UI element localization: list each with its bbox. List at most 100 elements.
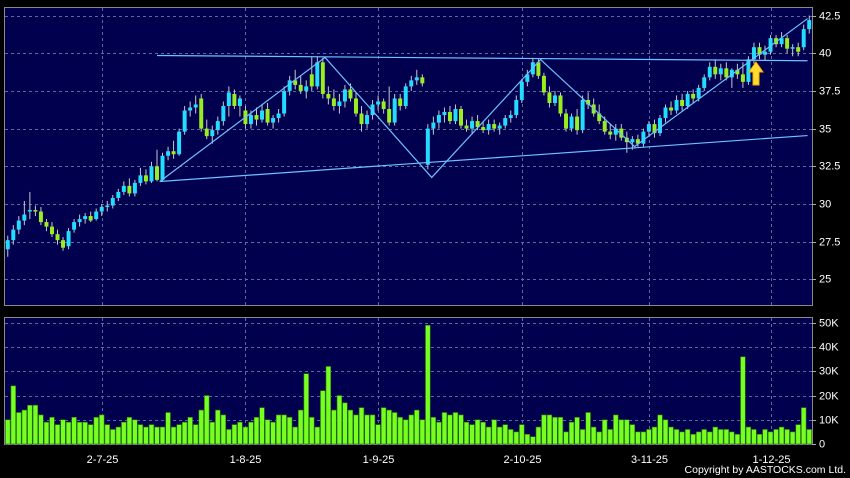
candle-body (403, 86, 408, 106)
candle-body (182, 110, 187, 132)
volume-bar (121, 421, 127, 445)
candle-body (353, 98, 358, 114)
volume-bar (673, 429, 680, 445)
candle-body (105, 205, 110, 208)
volume-bar (298, 409, 304, 445)
volume-bar (408, 414, 414, 445)
volume-bar (198, 409, 204, 445)
candle-body (414, 77, 419, 81)
candle-body (38, 211, 43, 223)
candle-body (155, 166, 159, 180)
volume-bar (76, 421, 83, 445)
candle-body (425, 128, 430, 165)
candle-body (558, 95, 563, 114)
volume-bar (640, 431, 647, 445)
candle-body (602, 121, 607, 132)
candle-body (801, 29, 806, 48)
candle-body (735, 69, 740, 75)
volume-bar (530, 436, 536, 445)
volume-bar (662, 419, 669, 445)
label-layer: 2-7-25 1-8-25 1-9-25 2-10-25 3-11-25 1-12-25 2… (87, 10, 841, 466)
copyright: Copyright by AASTOCKS.com Ltd. (685, 464, 846, 476)
candle-body (248, 115, 253, 125)
candle-body (392, 98, 397, 123)
volume-bar (646, 429, 652, 445)
candle-body (464, 125, 469, 129)
volume-bar (684, 429, 691, 445)
volume-bar (751, 429, 757, 445)
volume-bar (624, 419, 630, 445)
candle-body (497, 125, 502, 129)
volume-bar (441, 412, 448, 445)
candle-body (5, 240, 10, 250)
volume-bar (5, 419, 11, 445)
volume-tick-label: 10K (819, 414, 839, 426)
candle-body (370, 104, 375, 116)
volume-bar (513, 431, 519, 445)
candle-body (680, 99, 685, 106)
volume-bar (16, 412, 22, 445)
volume-bar (253, 417, 260, 445)
candle-body (293, 80, 298, 85)
candle-body (387, 109, 392, 123)
candle-body (160, 155, 165, 180)
volume-bar (193, 424, 199, 445)
candle-body (33, 210, 38, 212)
candle-body (204, 128, 209, 137)
volume-bar (651, 426, 658, 445)
volume-bar (740, 356, 746, 445)
volume-bar (54, 424, 61, 445)
candle-body (486, 124, 491, 131)
volume-bar (99, 414, 105, 445)
volume-bar (132, 419, 138, 445)
volume-bar (65, 421, 72, 445)
y-tick-label: 35 (819, 123, 831, 135)
candle-body (669, 107, 674, 111)
volume-bar (602, 419, 608, 445)
candle-body (365, 115, 370, 125)
volume-bar (729, 431, 735, 445)
volume-bar (568, 421, 575, 445)
candle-body (61, 240, 66, 248)
volume-bar (27, 404, 33, 445)
candle-body (696, 87, 701, 99)
candle-body (652, 124, 657, 134)
volume-bar (552, 417, 558, 445)
volume-bar (778, 426, 785, 445)
candle-body (166, 151, 171, 156)
candle-body (221, 105, 226, 122)
x-tick-label: 2-7-25 (87, 454, 119, 466)
candle-body (237, 98, 242, 106)
volume-bar (762, 429, 768, 445)
candle-body (707, 66, 712, 78)
volume-bar (696, 431, 702, 445)
candle-body (22, 214, 27, 221)
volume-bar (463, 421, 470, 445)
candle-body (271, 118, 276, 123)
volume-bar (275, 414, 282, 445)
candle-body (724, 68, 729, 78)
volume-bar (248, 421, 254, 445)
volume-bar (181, 421, 188, 445)
volume-bar (668, 426, 674, 445)
candle-body (492, 124, 497, 129)
volume-bar (220, 414, 226, 445)
volume-bar (480, 421, 486, 445)
volume-layer (5, 324, 812, 445)
volume-bar (242, 426, 249, 445)
candle-body (193, 104, 198, 108)
volume-bar (579, 429, 586, 445)
volume-bar (375, 424, 381, 445)
candle-body (718, 68, 723, 75)
volume-bar (519, 424, 525, 445)
volume-bar (104, 424, 110, 445)
candle-body (177, 131, 182, 155)
y-tick-label: 42.5 (819, 10, 840, 22)
volume-bar (38, 414, 44, 445)
y-tick-label: 25 (819, 273, 831, 285)
x-tick-label: 1-12-25 (753, 454, 791, 466)
x-tick-label: 2-10-25 (504, 454, 542, 466)
candle-body (149, 166, 154, 182)
candle-body (143, 175, 148, 182)
